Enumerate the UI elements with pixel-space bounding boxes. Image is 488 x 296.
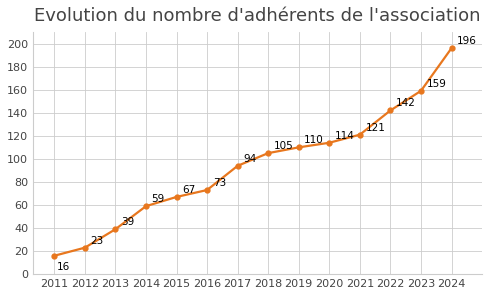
Text: 94: 94 xyxy=(243,154,256,164)
Text: 105: 105 xyxy=(273,141,293,151)
Text: 73: 73 xyxy=(212,178,225,188)
Text: 59: 59 xyxy=(151,194,164,204)
Text: 39: 39 xyxy=(121,217,134,227)
Text: 110: 110 xyxy=(304,135,324,145)
Text: 23: 23 xyxy=(90,236,103,245)
Title: Evolution du nombre d'adhérents de l'association: Evolution du nombre d'adhérents de l'ass… xyxy=(34,7,480,25)
Text: 159: 159 xyxy=(426,79,446,89)
Text: 196: 196 xyxy=(456,36,476,46)
Text: 121: 121 xyxy=(365,123,385,133)
Text: 142: 142 xyxy=(395,98,415,108)
Text: 114: 114 xyxy=(334,131,354,141)
Text: 16: 16 xyxy=(57,262,70,272)
Text: 67: 67 xyxy=(182,185,195,195)
